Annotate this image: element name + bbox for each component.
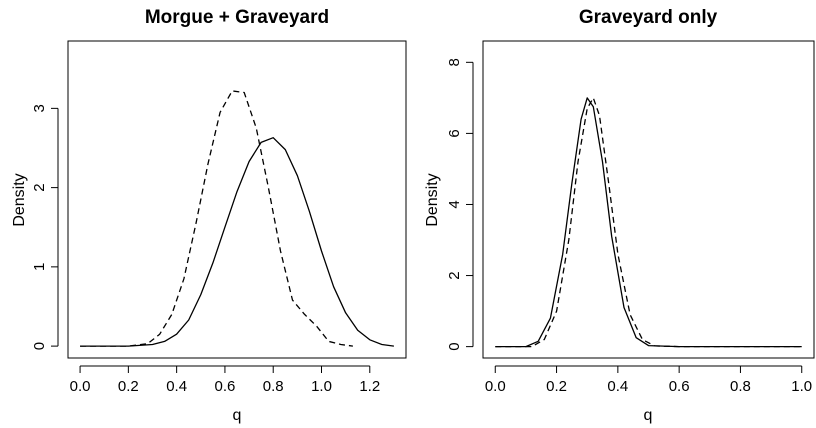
density-line-dashed — [80, 90, 353, 347]
y-tick-label: 4 — [446, 200, 463, 208]
x-axis-ticks: 0.0 0.2 0.4 0.6 0.8 1.0 1.2 — [70, 365, 380, 395]
y-tick-label: 1 — [31, 263, 48, 271]
y-tick-label: 0 — [31, 342, 48, 350]
plot-frame — [482, 40, 815, 359]
y-tick-label: 2 — [446, 271, 463, 279]
x-tick-label: 1.0 — [791, 378, 812, 395]
chart-panel-graveyard-only: Graveyard only q Density 0.0 0.2 0.4 0.6 0.8… — [424, 7, 815, 424]
x-tick-label: 1.2 — [359, 378, 380, 395]
x-tick-label: 0.0 — [70, 378, 91, 395]
y-axis-ticks: 0 2 4 6 8 — [446, 58, 474, 351]
series-group — [495, 97, 802, 348]
x-tick-label: 1.0 — [311, 378, 332, 395]
x-tick-label: 0.8 — [263, 378, 284, 395]
x-tick-label: 0.0 — [485, 378, 506, 395]
x-axis-label: q — [233, 407, 242, 424]
y-tick-label: 2 — [31, 183, 48, 191]
x-axis-label: q — [644, 407, 653, 424]
x-axis-ticks: 0.0 0.2 0.4 0.6 0.8 1.0 — [485, 365, 812, 395]
y-tick-label: 6 — [446, 129, 463, 137]
x-tick-label: 0.4 — [607, 378, 628, 395]
plot-frame — [67, 40, 407, 359]
chart-panel-morgue-graveyard: Morgue + Graveyard q Density 0.0 0.2 0.4 0.… — [11, 7, 407, 424]
y-axis-label: Density — [11, 173, 28, 226]
x-tick-label: 0.2 — [546, 378, 567, 395]
density-line-solid — [80, 137, 394, 347]
series-group — [80, 90, 394, 347]
x-tick-label: 0.6 — [214, 378, 235, 395]
y-axis-label: Density — [424, 173, 441, 226]
density-line-solid — [495, 97, 802, 348]
y-tick-label: 3 — [31, 104, 48, 112]
x-tick-label: 0.2 — [118, 378, 139, 395]
density-line-dashed — [495, 97, 802, 348]
x-tick-label: 0.8 — [730, 378, 751, 395]
y-tick-label: 0 — [446, 342, 463, 350]
chart-title: Graveyard only — [579, 7, 718, 28]
x-tick-label: 0.4 — [166, 378, 187, 395]
y-tick-label: 8 — [446, 58, 463, 66]
y-axis-ticks: 0 1 2 3 — [31, 104, 59, 350]
x-tick-label: 0.6 — [669, 378, 690, 395]
chart-title: Morgue + Graveyard — [145, 7, 329, 28]
